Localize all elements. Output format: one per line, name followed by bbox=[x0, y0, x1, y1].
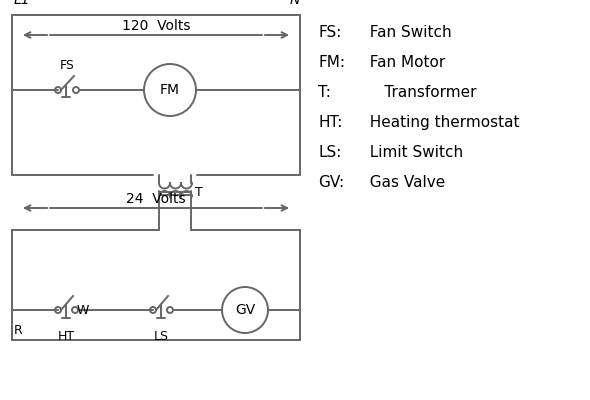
Text: GV:: GV: bbox=[318, 175, 344, 190]
Text: R: R bbox=[14, 324, 23, 337]
Text: 24  Volts: 24 Volts bbox=[126, 192, 186, 206]
Text: W: W bbox=[77, 304, 89, 316]
Text: FS: FS bbox=[60, 59, 75, 72]
Text: HT: HT bbox=[57, 330, 74, 343]
Text: T:: T: bbox=[318, 85, 331, 100]
Text: HT:: HT: bbox=[318, 115, 342, 130]
Text: N: N bbox=[290, 0, 300, 7]
Text: L1: L1 bbox=[14, 0, 31, 7]
Text: T: T bbox=[195, 186, 203, 200]
Text: Gas Valve: Gas Valve bbox=[360, 175, 445, 190]
Text: Fan Motor: Fan Motor bbox=[360, 55, 445, 70]
Text: Transformer: Transformer bbox=[360, 85, 477, 100]
Text: FS:: FS: bbox=[318, 25, 342, 40]
Text: Fan Switch: Fan Switch bbox=[360, 25, 451, 40]
Text: 120  Volts: 120 Volts bbox=[122, 19, 190, 33]
Text: Limit Switch: Limit Switch bbox=[360, 145, 463, 160]
Text: Heating thermostat: Heating thermostat bbox=[360, 115, 520, 130]
Text: LS: LS bbox=[153, 330, 169, 343]
Text: FM: FM bbox=[160, 83, 180, 97]
Text: GV: GV bbox=[235, 303, 255, 317]
Text: LS:: LS: bbox=[318, 145, 342, 160]
Text: FM:: FM: bbox=[318, 55, 345, 70]
